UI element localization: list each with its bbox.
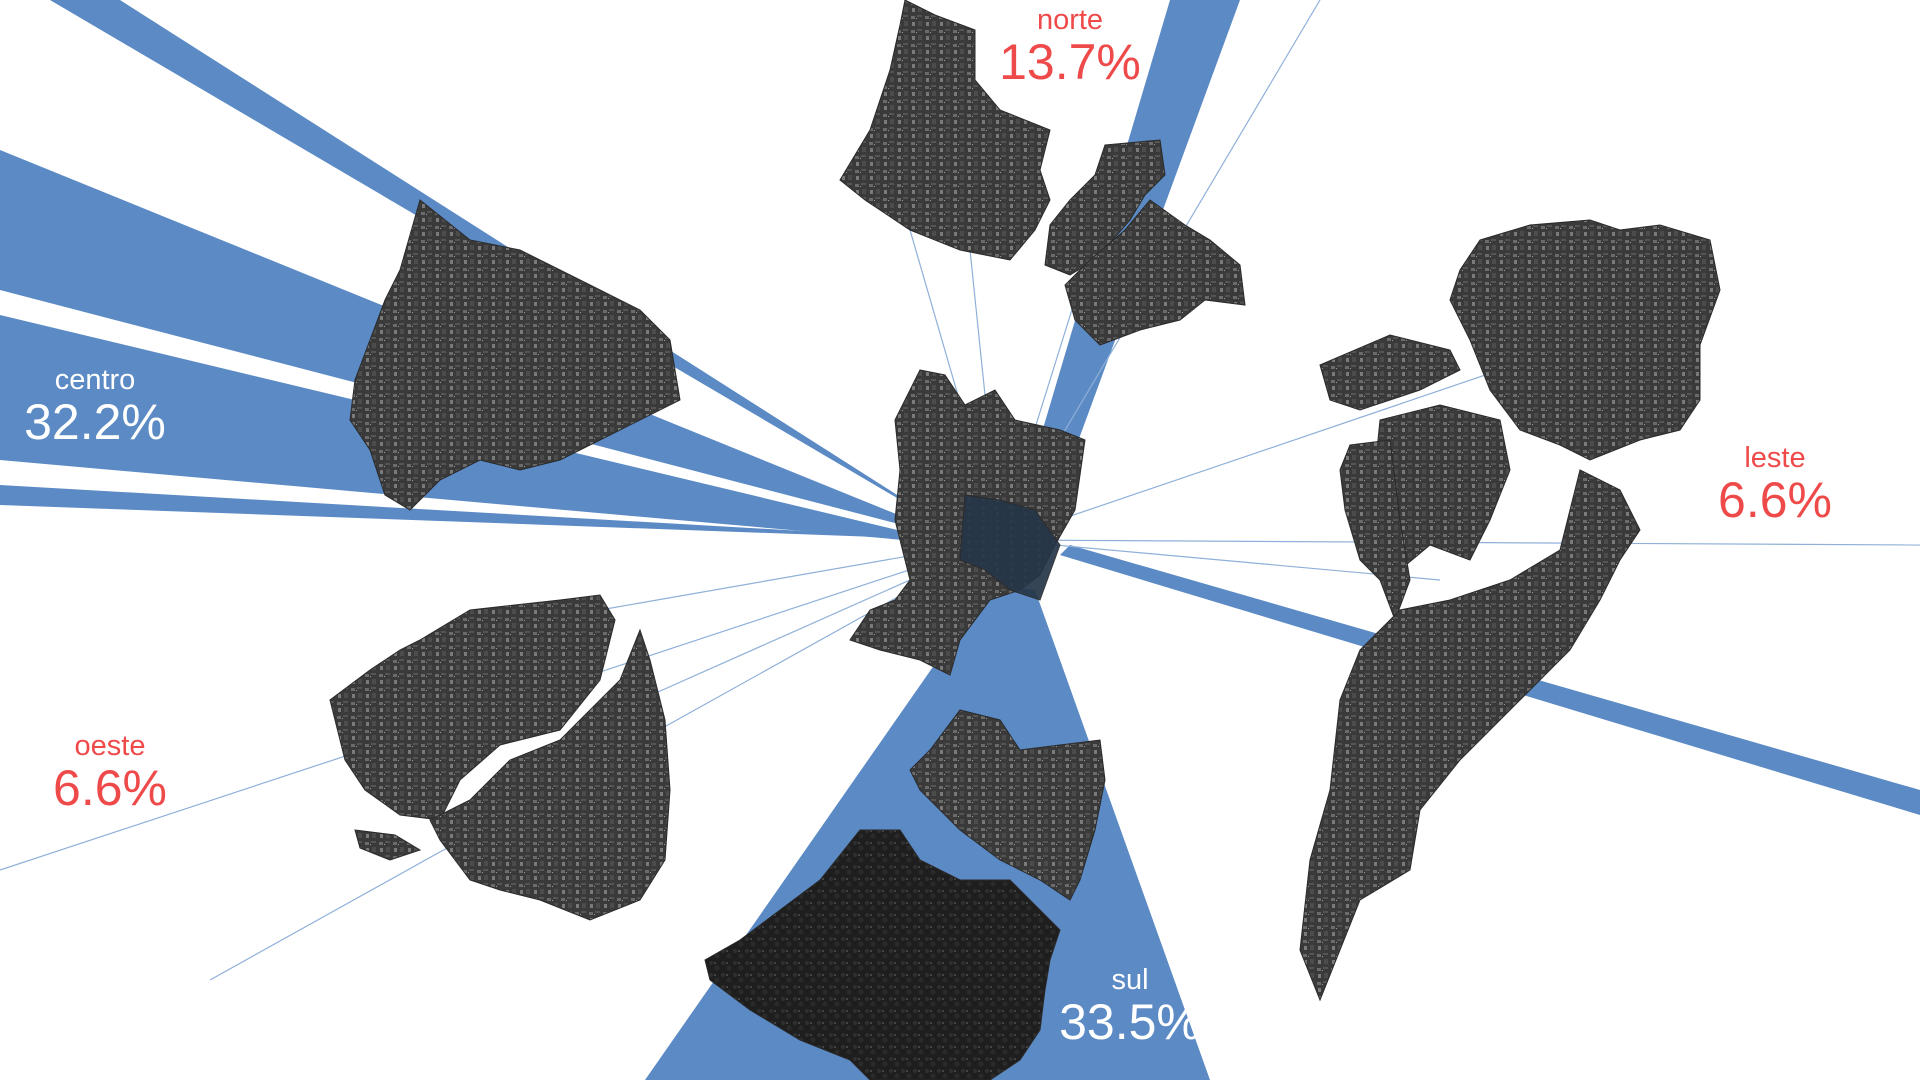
region-name-norte: norte <box>1036 4 1104 36</box>
districts <box>329 0 1721 1080</box>
district-leste-e <box>1299 469 1641 1002</box>
district-centro <box>349 199 681 511</box>
district-central-core <box>959 494 1061 601</box>
region-value-norte: 13.7% <box>999 34 1141 90</box>
region-name-oeste: oeste <box>74 730 146 762</box>
district-sul-a <box>909 709 1106 901</box>
label-centro: centro 32.2% <box>0 364 190 450</box>
district-leste-a <box>1449 219 1721 461</box>
label-oeste: oeste 6.6% <box>30 730 190 816</box>
district-norte-c <box>1064 199 1246 346</box>
label-sul: sul 33.5% <box>1040 964 1220 1050</box>
region-value-sul: 33.5% <box>1059 994 1201 1050</box>
flow-band-centro-c <box>0 485 960 540</box>
district-leste-d <box>1339 439 1411 622</box>
region-value-oeste: 6.6% <box>53 760 167 816</box>
region-value-leste: 6.6% <box>1718 472 1832 528</box>
region-name-sul: sul <box>1111 964 1149 996</box>
region-value-centro: 32.2% <box>24 394 166 450</box>
district-leste-b <box>1319 334 1461 411</box>
district-sul-b <box>704 829 1061 1080</box>
district-oeste-b <box>429 628 671 921</box>
district-oeste-c <box>354 829 422 861</box>
region-name-leste: leste <box>1744 442 1806 474</box>
label-norte: norte 13.7% <box>990 4 1150 90</box>
label-leste: leste 6.6% <box>1690 442 1860 528</box>
district-norte-a <box>839 0 1051 261</box>
region-name-centro: centro <box>54 364 136 396</box>
